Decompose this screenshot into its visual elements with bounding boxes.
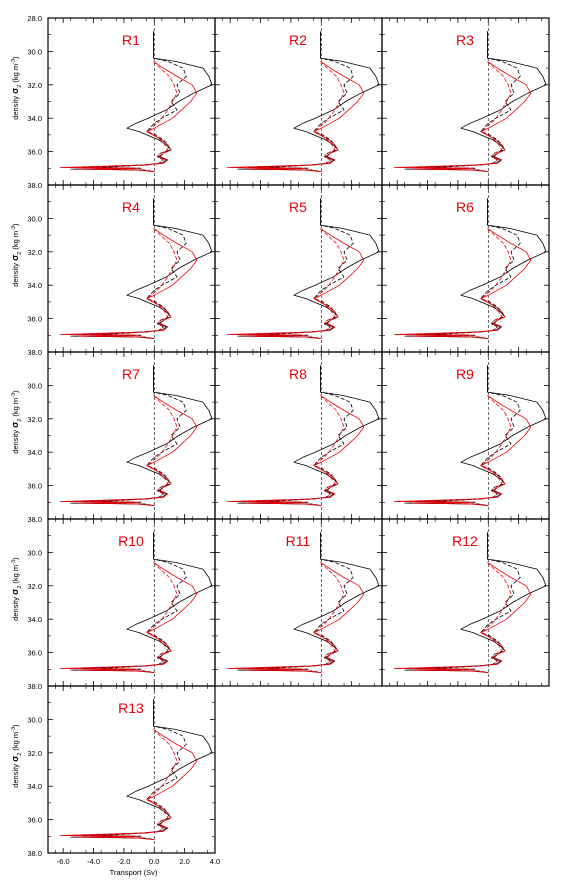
- series-line-red-dashed: [419, 562, 512, 673]
- y-tick-label: 38.0: [27, 515, 42, 524]
- series-line-red-solid: [59, 395, 198, 506]
- series-line-red-dashed: [419, 228, 512, 339]
- y-tick-label: 30.0: [27, 47, 42, 56]
- x-tick-label: -6.0: [57, 857, 70, 866]
- x-tick-label: -4.0: [87, 857, 100, 866]
- y-tick-label: 36.0: [27, 315, 42, 324]
- series-line-red-dashed: [85, 395, 178, 506]
- series-line-red-dashed: [252, 61, 345, 172]
- y-tick-label: 38.0: [27, 181, 42, 190]
- panel-r8: R8: [214, 351, 383, 520]
- y-tick-label: 34.0: [27, 448, 42, 457]
- panel-label: R5: [289, 199, 307, 215]
- panel-label: R1: [122, 32, 140, 48]
- series-line-red-dashed: [419, 395, 512, 506]
- y-tick-label: 34.0: [27, 782, 42, 791]
- series-line-red-solid: [59, 228, 198, 339]
- series-line-red-dashed: [252, 562, 345, 673]
- panel-label: R12: [452, 533, 478, 549]
- panel-label: R10: [118, 533, 144, 549]
- panel-label: R7: [122, 366, 140, 382]
- panel-r6: R6: [381, 184, 550, 353]
- panel-r11: R11: [214, 518, 383, 687]
- series-line-red-solid: [226, 562, 365, 673]
- series-line-red-solid: [393, 395, 532, 506]
- panel-label: R13: [118, 700, 144, 716]
- y-tick-label: 32.0: [27, 582, 42, 591]
- x-tick-label: 0.0: [149, 857, 159, 866]
- y-tick-label: 34.0: [27, 615, 42, 624]
- series-line-red-dashed: [419, 61, 512, 172]
- y-tick-label: 30.0: [27, 381, 42, 390]
- panel-r3: R3: [381, 17, 550, 186]
- panel-r12: R12: [381, 518, 550, 687]
- y-tick-label: 32.0: [27, 749, 42, 758]
- series-line-red-dashed: [252, 395, 345, 506]
- x-axis-title: Transport (Sv): [110, 868, 158, 877]
- panel-label: R2: [289, 32, 307, 48]
- y-tick-label: 34.0: [27, 281, 42, 290]
- y-axis-title: density σ2 (kg m-3): [10, 557, 23, 621]
- y-tick-label: 30.0: [27, 548, 42, 557]
- y-tick-label: 38.0: [27, 849, 42, 858]
- series-line-red-dashed: [85, 562, 178, 673]
- series-line-red-solid: [59, 61, 198, 172]
- x-tick-label: 2.0: [179, 857, 189, 866]
- series-line-red-solid: [393, 562, 532, 673]
- y-tick-label: 36.0: [27, 649, 42, 658]
- y-axis-title: density σ2 (kg m-3): [10, 56, 23, 120]
- panel-label: R9: [456, 366, 474, 382]
- panel-r2: R2: [214, 17, 383, 186]
- y-tick-label: 32.0: [27, 248, 42, 257]
- panel-r10: 30.0 32.0 34.0 36.0 38.0 R10 density σ2 (kg m-…: [10, 518, 216, 691]
- panel-label: R11: [286, 533, 311, 549]
- y-axis-title: density σ2 (kg m-3): [10, 223, 23, 287]
- panel-r13: 30.0 32.0 34.0 36.0 38.0 R13 density σ2 (kg m-…: [10, 685, 216, 858]
- series-line-red-dashed: [85, 228, 178, 339]
- y-tick-label: 36.0: [27, 816, 42, 825]
- panels: 28.0 30.0 32.0 34.0 36.0 38.0 R1 density σ2 (kg…: [10, 14, 550, 858]
- panel-r9: R9: [381, 351, 550, 520]
- y-tick-label: 34.0: [27, 114, 42, 123]
- y-axis-title: density σ2 (kg m-3): [10, 724, 23, 788]
- panel-r5: R5: [214, 184, 383, 353]
- y-tick-label: 30.0: [27, 715, 42, 724]
- panel-label: R6: [456, 199, 474, 215]
- series-line-red-solid: [226, 395, 365, 506]
- series-line-red-solid: [393, 228, 532, 339]
- y-tick-label: 30.0: [27, 214, 42, 223]
- y-tick-label: 36.0: [27, 482, 42, 491]
- series-line-red-solid: [59, 729, 198, 840]
- series-line-red-dashed: [85, 729, 178, 840]
- panel-label: R3: [456, 32, 474, 48]
- x-tick-label: -2.0: [117, 857, 130, 866]
- panel-r1: 28.0 30.0 32.0 34.0 36.0 38.0 R1 density σ2 (kg…: [10, 14, 216, 190]
- y-tick-label: 38.0: [27, 348, 42, 357]
- series-line-red-solid: [393, 61, 532, 172]
- y-axis-title: density σ2 (kg m-3): [10, 390, 23, 454]
- panel-label: R8: [289, 366, 307, 382]
- x-tick-label: 4.0: [210, 857, 220, 866]
- panel-r7: 30.0 32.0 34.0 36.0 38.0 R7 density σ2 (kg m-3…: [10, 351, 216, 524]
- series-line-red-dashed: [252, 228, 345, 339]
- y-tick-label: 32.0: [27, 81, 42, 90]
- y-tick-label: 32.0: [27, 415, 42, 424]
- series-line-red-dashed: [85, 61, 178, 172]
- panel-label: R4: [122, 199, 140, 215]
- series-line-red-solid: [59, 562, 198, 673]
- y-tick-label: 36.0: [27, 148, 42, 157]
- series-line-red-solid: [226, 61, 365, 172]
- series-line-red-solid: [226, 228, 365, 339]
- y-tick-label: 38.0: [27, 682, 42, 691]
- axis-titles: -6.0 -4.0 -2.0 0.0 2.0 4.0 Transport (Sv): [57, 857, 221, 877]
- y-tick-label: 28.0: [27, 14, 42, 23]
- panel-r4: 30.0 32.0 34.0 36.0 38.0 R4 density σ2 (kg m-3…: [10, 184, 216, 357]
